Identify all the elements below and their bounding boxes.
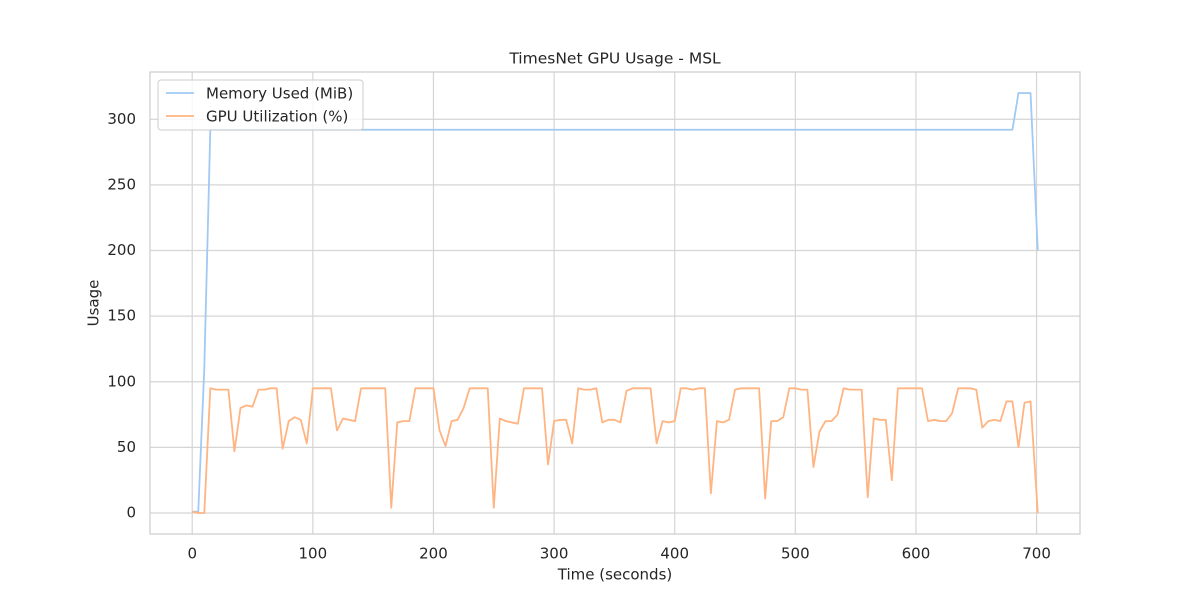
y-tick-label: 0 [126,504,136,522]
plot-frame [149,71,1081,535]
y-axis-label: Usage [85,280,103,327]
legend: Memory Used (MiB) GPU Utilization (%) [157,79,364,131]
x-axis-label: Time (seconds) [557,566,673,584]
legend-box [157,79,364,131]
y-tick-label: 200 [107,241,136,259]
x-tick-label: 400 [660,545,689,563]
x-tick-label: 100 [299,545,328,563]
y-tick-label: 250 [107,175,136,193]
grid [150,72,1080,534]
y-tick-label: 50 [117,438,136,456]
x-tick-label: 200 [419,545,448,563]
legend-label: GPU Utilization (%) [206,108,348,126]
data-line [192,387,1039,514]
x-tick-label: 300 [540,545,569,563]
y-tick-label: 300 [107,110,136,128]
y-tick-label: 150 [107,307,136,325]
x-tick-label: 0 [187,545,197,563]
x-tick-label: 500 [781,545,810,563]
legend-label: Memory Used (MiB) [206,85,353,103]
y-tick-label: 100 [107,372,136,390]
chart-title: TimesNet GPU Usage - MSL [508,50,721,68]
x-tick-label: 700 [1022,545,1051,563]
x-tick-label: 600 [902,545,931,563]
